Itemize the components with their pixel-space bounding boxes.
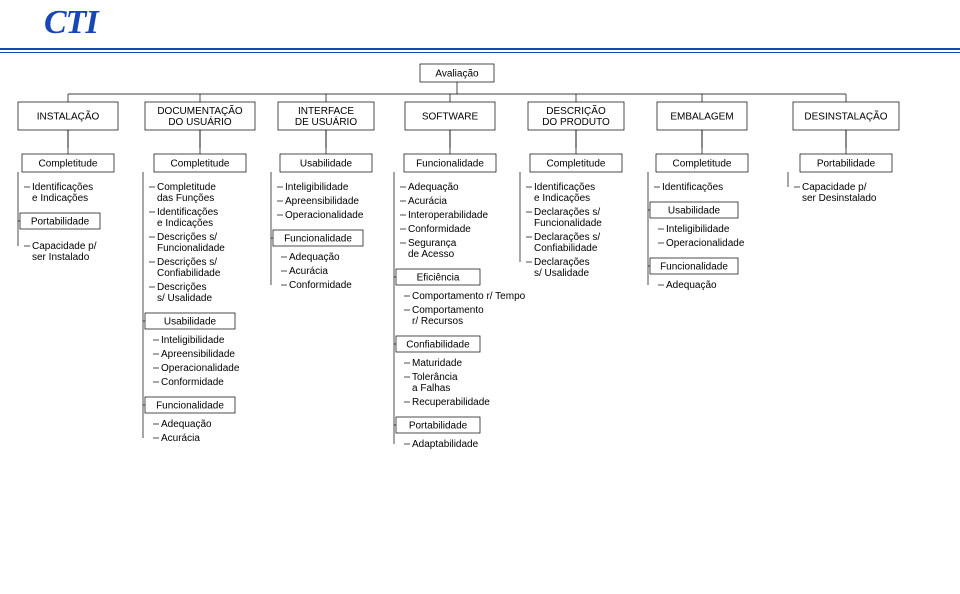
cat-2-text: INTERFACE xyxy=(298,106,354,117)
col4-g0-i1: Declarações s/ xyxy=(534,207,600,218)
col0-g2-i0: ser Instalado xyxy=(32,252,90,263)
brand-logo: CTI xyxy=(44,4,98,42)
col6-g0-i0: Capacidade p/ xyxy=(802,182,867,193)
cat-1-text: DOCUMENTAÇÃO xyxy=(157,104,243,117)
col1-g0-i0: Completitude xyxy=(157,182,216,193)
col3-g2-i1: Tolerância xyxy=(412,372,458,383)
col2-g1-box-text: Funcionalidade xyxy=(284,234,352,245)
lvl2-4-text: Completitude xyxy=(547,159,606,170)
col1-g1-i2: Operacionalidade xyxy=(161,363,240,374)
hierarchy-diagram: Avaliação INSTALAÇÃO DOCUMENTAÇÃODO USUÁRI… xyxy=(0,58,960,594)
col3-g0-i1: Acurácia xyxy=(408,196,447,207)
col5-g1-i0: Inteligibilidade xyxy=(666,224,730,235)
col1-g2-i0: Adequação xyxy=(161,419,212,430)
cat-3-text: SOFTWARE xyxy=(422,112,479,123)
col4-g0-i1: Funcionalidade xyxy=(534,218,602,229)
col5-g2-i0: Adequação xyxy=(666,280,717,291)
col3-g2-i0: Maturidade xyxy=(412,358,462,369)
col3-g0-i0: Adequação xyxy=(408,182,459,193)
col3-g0-i4: Segurança xyxy=(408,238,457,249)
cat-4-text: DO PRODUTO xyxy=(542,117,610,128)
col6-g0-i0: ser Desinstalado xyxy=(802,193,877,204)
lvl2-3-text: Funcionalidade xyxy=(416,159,484,170)
col4-g0-i3: Declarações xyxy=(534,257,590,268)
col5-g1-i1: Operacionalidade xyxy=(666,238,745,249)
col2-g0-i2: Operacionalidade xyxy=(285,210,364,221)
rule-1 xyxy=(0,48,960,50)
col2-g1-i0: Adequação xyxy=(289,252,340,263)
col1-g0-i0: das Funções xyxy=(157,193,214,204)
lvl2-2-text: Usabilidade xyxy=(300,159,353,170)
col3-g1-i1: Comportamento xyxy=(412,305,484,316)
col2-g1-i1: Acurácia xyxy=(289,266,328,277)
col1-g1-i1: Apreensibilidade xyxy=(161,349,235,360)
col4-g0-i0: e Indicações xyxy=(534,193,590,204)
col1-g0-i1: e Indicações xyxy=(157,218,213,229)
col5-g0-i0: Identificações xyxy=(662,182,723,193)
cat-4-text: DESCRIÇÃO xyxy=(546,104,606,117)
col3-g1-i1: r/ Recursos xyxy=(412,316,463,327)
lvl2-5-text: Completitude xyxy=(673,159,732,170)
col2-g0-i1: Apreensibilidade xyxy=(285,196,359,207)
col1-g0-i3: Descrições s/ xyxy=(157,257,217,268)
col1-g1-box-text: Usabilidade xyxy=(164,317,217,328)
col3-g1-i0: Comportamento r/ Tempo xyxy=(412,291,526,302)
col4-g0-i0: Identificações xyxy=(534,182,595,193)
cat-0-text: INSTALAÇÃO xyxy=(37,110,100,123)
col3-g0-i2: Interoperabilidade xyxy=(408,210,488,221)
col2-g1-i2: Conformidade xyxy=(289,280,352,291)
cat-5-text: EMBALAGEM xyxy=(670,112,733,123)
col1-g0-i2: Funcionalidade xyxy=(157,243,225,254)
col3-g1-box-text: Eficiência xyxy=(417,273,460,284)
col5-g1-box-text: Usabilidade xyxy=(668,206,721,217)
lvl2-1-text: Completitude xyxy=(171,159,230,170)
root-node-text: Avaliação xyxy=(435,69,479,80)
col1-g0-i3: Confiabilidade xyxy=(157,268,221,279)
col0-g1-box-text: Portabilidade xyxy=(31,217,90,228)
col4-g0-i3: s/ Usalidade xyxy=(534,268,589,279)
cat-6-text: DESINSTALAÇÃO xyxy=(804,110,887,123)
col1-g0-i1: Identificações xyxy=(157,207,218,218)
col1-g1-i3: Conformidade xyxy=(161,377,224,388)
col3-g2-box-text: Confiabilidade xyxy=(406,340,470,351)
col3-g2-i1: a Falhas xyxy=(412,383,450,394)
lvl2-0-text: Completitude xyxy=(39,159,98,170)
col1-g0-i4: s/ Usalidade xyxy=(157,293,212,304)
col1-g0-i4: Descrições xyxy=(157,282,206,293)
col1-g2-box-text: Funcionalidade xyxy=(156,401,224,412)
col3-g3-box-text: Portabilidade xyxy=(409,421,468,432)
col2-g0-i0: Inteligibilidade xyxy=(285,182,349,193)
cat-2-text: DE USUÁRIO xyxy=(295,115,357,128)
lvl2-6-text: Portabilidade xyxy=(817,159,876,170)
col3-g0-i3: Conformidade xyxy=(408,224,471,235)
col3-g3-i0: Adaptabilidade xyxy=(412,439,479,450)
col1-g1-i0: Inteligibilidade xyxy=(161,335,225,346)
col1-g0-i2: Descrições s/ xyxy=(157,232,217,243)
col1-g2-i1: Acurácia xyxy=(161,433,200,444)
col0-g0-i0: e Indicações xyxy=(32,193,88,204)
col3-g0-i4: de Acesso xyxy=(408,249,455,260)
col4-g0-i2: Confiabilidade xyxy=(534,243,598,254)
rule-2 xyxy=(0,52,960,53)
col5-g2-box-text: Funcionalidade xyxy=(660,262,728,273)
col4-g0-i2: Declarações s/ xyxy=(534,232,600,243)
col3-g2-i2: Recuperabilidade xyxy=(412,397,490,408)
cat-1-text: DO USUÁRIO xyxy=(168,115,232,128)
col0-g2-i0: Capacidade p/ xyxy=(32,241,97,252)
col0-g0-i0: Identificações xyxy=(32,182,93,193)
